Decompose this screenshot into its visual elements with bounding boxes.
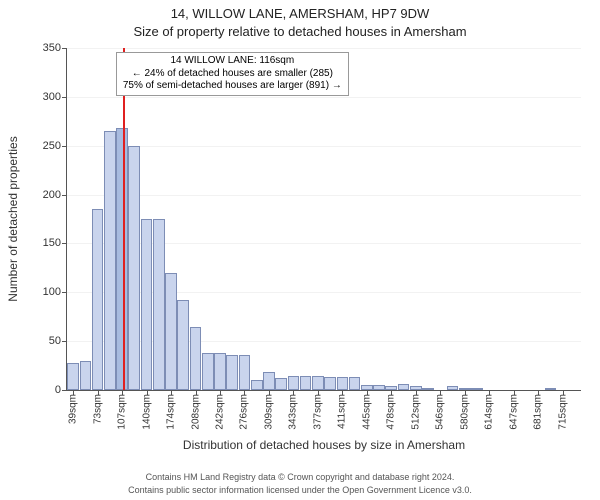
histogram-bar — [92, 209, 104, 390]
histogram-bar — [300, 376, 312, 390]
x-tick-label: 107sqm — [117, 394, 128, 430]
histogram-bars — [67, 48, 581, 390]
histogram-bar — [226, 355, 238, 390]
histogram-bar — [104, 131, 116, 390]
y-tick-label: 150 — [43, 237, 61, 249]
histogram-bar — [349, 377, 361, 390]
x-tick-label: 512sqm — [410, 394, 421, 430]
x-tick-label: 715sqm — [557, 394, 568, 430]
x-tick-label: 140sqm — [141, 394, 152, 430]
histogram-bar — [251, 380, 263, 390]
y-tick-label: 50 — [49, 335, 61, 347]
x-tick-label: 343sqm — [288, 394, 299, 430]
x-tick-label: 445sqm — [361, 394, 372, 430]
histogram-bar — [214, 353, 226, 390]
x-axis-label: Distribution of detached houses by size … — [67, 438, 581, 452]
x-tick-label: 478sqm — [386, 394, 397, 430]
histogram-bar — [190, 327, 202, 391]
chart-plot-area: 050100150200250300350 14 WILLOW LANE: 11… — [66, 48, 581, 391]
histogram-bar — [67, 363, 79, 390]
histogram-bar — [153, 219, 165, 390]
address-title: 14, WILLOW LANE, AMERSHAM, HP7 9DW — [0, 6, 600, 21]
y-tick-label: 350 — [43, 42, 61, 54]
y-tick-label: 250 — [43, 140, 61, 152]
annotation-box: 14 WILLOW LANE: 116sqm ← 24% of detached… — [116, 52, 349, 96]
x-tick-label: 580sqm — [459, 394, 470, 430]
histogram-bar — [312, 376, 324, 390]
histogram-bar — [80, 361, 92, 390]
x-tick-label: 614sqm — [484, 394, 495, 430]
footer-line-1: Contains HM Land Registry data © Crown c… — [0, 472, 600, 482]
x-tick-label: 73sqm — [92, 394, 103, 424]
histogram-bar — [447, 386, 459, 390]
histogram-bar — [422, 388, 434, 390]
histogram-bar — [337, 377, 349, 390]
x-tick-label: 276sqm — [239, 394, 250, 430]
property-marker-line — [123, 48, 125, 390]
annotation-line-2: ← 24% of detached houses are smaller (28… — [123, 68, 342, 81]
histogram-bar — [141, 219, 153, 390]
y-tick-label: 200 — [43, 189, 61, 201]
annotation-line-3: 75% of semi-detached houses are larger (… — [123, 80, 342, 93]
histogram-bar — [288, 376, 300, 390]
y-tick-label: 300 — [43, 91, 61, 103]
x-tick-label: 546sqm — [435, 394, 446, 430]
x-tick-label: 174sqm — [166, 394, 177, 430]
histogram-bar — [373, 385, 385, 390]
histogram-bar — [545, 388, 557, 390]
histogram-bar — [324, 377, 336, 390]
y-axis-label: Number of detached properties — [6, 136, 20, 301]
x-tick-label: 647sqm — [508, 394, 519, 430]
annotation-line-1: 14 WILLOW LANE: 116sqm — [123, 55, 342, 68]
x-tick-label: 681sqm — [533, 394, 544, 430]
histogram-bar — [202, 353, 214, 390]
histogram-bar — [275, 378, 287, 390]
histogram-bar — [128, 146, 140, 390]
y-tick-mark — [62, 390, 67, 391]
x-tick-label: 309sqm — [263, 394, 274, 430]
footer-line-2: Contains public sector information licen… — [0, 485, 600, 495]
histogram-bar — [471, 388, 483, 390]
x-tick-label: 242sqm — [214, 394, 225, 430]
y-tick-label: 100 — [43, 286, 61, 298]
chart-subtitle: Size of property relative to detached ho… — [0, 24, 600, 39]
x-tick-label: 377sqm — [312, 394, 323, 430]
histogram-bar — [398, 384, 410, 390]
x-tick-label: 39sqm — [68, 394, 79, 424]
x-tick-label: 208sqm — [190, 394, 201, 430]
histogram-bar — [177, 300, 189, 390]
x-tick-label: 411sqm — [337, 394, 348, 429]
y-tick-label: 0 — [55, 384, 61, 396]
histogram-bar — [263, 372, 275, 390]
histogram-bar — [165, 273, 177, 390]
histogram-bar — [239, 355, 251, 390]
